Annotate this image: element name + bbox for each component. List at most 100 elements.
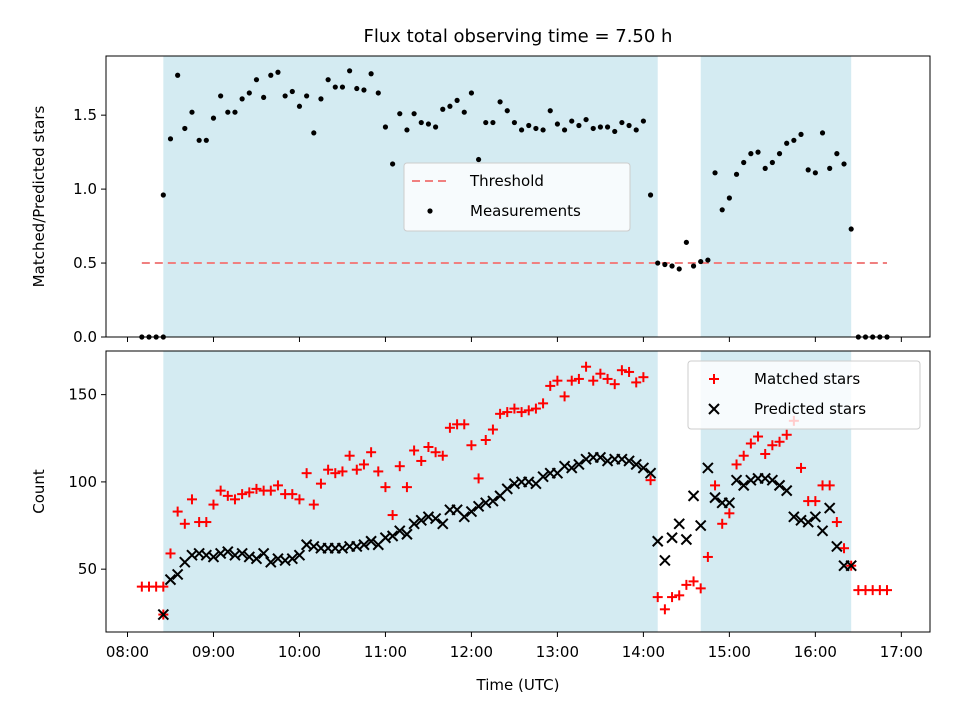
data-point (731, 459, 742, 470)
data-point (373, 466, 384, 477)
data-point (167, 136, 174, 142)
data-point (296, 103, 303, 109)
data-point (516, 407, 527, 418)
data-point (604, 124, 611, 130)
data-point (394, 461, 405, 472)
data-point (473, 473, 484, 484)
data-point (755, 149, 761, 155)
data-point (182, 125, 188, 132)
data-point (796, 462, 807, 473)
data-point (526, 122, 532, 129)
data-point (386, 530, 399, 542)
data-point (619, 119, 625, 126)
data-point (723, 497, 736, 509)
x-tick-label: 15:00 (708, 643, 751, 661)
data-point (644, 467, 657, 479)
x-tick-label: 08:00 (106, 643, 149, 661)
data-point (652, 535, 664, 547)
data-point (246, 90, 252, 96)
data-point (433, 124, 439, 130)
data-point (717, 518, 728, 529)
data-point (175, 72, 181, 78)
data-point (766, 474, 779, 486)
data-point (810, 496, 821, 507)
data-point (645, 475, 656, 486)
data-point (164, 573, 177, 586)
data-point (358, 539, 370, 551)
data-point (841, 161, 847, 167)
data-point (397, 111, 403, 117)
data-point (215, 485, 226, 496)
data-point (680, 533, 693, 546)
data-point (325, 77, 331, 83)
x-tick-label: 16:00 (794, 643, 837, 661)
data-point (834, 151, 840, 157)
data-point (566, 375, 577, 386)
data-point (257, 547, 270, 560)
data-point (301, 468, 312, 479)
data-point (475, 156, 482, 163)
data-point (244, 487, 255, 498)
data-point (261, 94, 267, 101)
data-point (659, 604, 670, 615)
data-point (429, 512, 442, 525)
data-point (339, 84, 346, 90)
data-point (289, 88, 295, 95)
data-point (698, 258, 704, 265)
data-point (819, 130, 826, 136)
data-point (823, 502, 836, 514)
data-point (816, 525, 829, 537)
data-point (802, 516, 814, 528)
data-point (511, 119, 518, 126)
data-point (189, 109, 195, 115)
data-point (390, 161, 396, 167)
x-axis-label: Time (UTC) (476, 676, 560, 694)
data-point (465, 505, 478, 518)
data-point (387, 510, 398, 521)
data-point (710, 480, 721, 491)
series-predicted-stars (157, 451, 857, 621)
axes-frame (105, 55, 931, 338)
data-point (311, 130, 317, 136)
data-point (404, 127, 410, 133)
data-point (681, 579, 692, 590)
data-point (581, 361, 592, 372)
data-point (160, 192, 166, 198)
data-point (171, 568, 184, 581)
data-point (454, 97, 460, 103)
data-point (595, 368, 606, 379)
data-point (882, 585, 893, 596)
data-point (272, 480, 283, 491)
data-point (637, 462, 650, 474)
data-point (554, 121, 561, 127)
data-point (282, 93, 288, 99)
data-point (630, 458, 642, 471)
data-point (250, 552, 263, 565)
legend: Matched stars Predicted stars (687, 360, 921, 430)
data-point (845, 559, 857, 572)
data-point (669, 263, 675, 269)
data-point (659, 554, 671, 567)
data-point (315, 478, 326, 489)
data-point (375, 90, 381, 96)
data-point (408, 518, 420, 530)
y-tick-label: 150 (68, 386, 97, 404)
data-point (459, 419, 470, 430)
data-point (365, 535, 377, 547)
legend-label: Matched stars (754, 370, 860, 388)
x-tick-label: 11:00 (364, 643, 407, 661)
data-point (232, 109, 238, 115)
data-point (423, 441, 434, 452)
data-point (287, 489, 298, 500)
data-point (724, 508, 735, 519)
data-point (733, 171, 740, 177)
data-point (709, 491, 721, 504)
y-axis-label: Count (30, 469, 48, 514)
data-point (497, 99, 503, 105)
data-point (798, 131, 804, 137)
data-point (612, 128, 618, 135)
legend-box (403, 162, 631, 232)
data-point (394, 525, 406, 537)
data-point (461, 109, 467, 115)
